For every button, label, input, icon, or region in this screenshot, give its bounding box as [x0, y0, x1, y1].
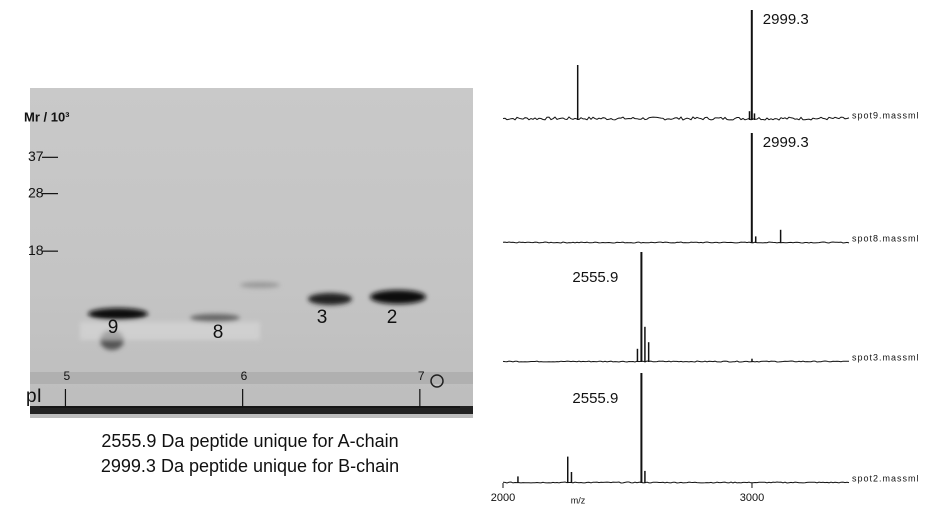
peak-label: 2999.3: [763, 11, 809, 28]
peak-label: 2555.9: [572, 390, 618, 407]
gel-image: [30, 88, 473, 418]
baseline-noise: [502, 241, 850, 244]
x-tick-label: 3000: [740, 492, 764, 504]
mr-tick-label: 28: [28, 184, 44, 200]
peak-label: 2999.3: [763, 134, 809, 151]
spectrum-name: spot9.massml: [852, 110, 920, 120]
gel-marker: [430, 374, 444, 388]
spectrum-name: spot2.massml: [852, 473, 920, 483]
pi-tick-label: 5: [63, 369, 70, 383]
spot-label: 9: [108, 317, 119, 338]
baseline-noise: [502, 360, 850, 363]
spot-label: 2: [387, 307, 398, 328]
mr-tick-label: 37: [28, 148, 44, 164]
mr-axis-label: Mr / 10³: [24, 109, 70, 124]
spot-label: 3: [317, 307, 328, 328]
spot-label: 8: [213, 322, 224, 343]
pi-axis-label: pI: [26, 386, 42, 407]
spectrum-name: spot8.massml: [852, 233, 920, 243]
caption: 2555.9 Da peptide unique for A-chain: [101, 431, 398, 451]
mr-tick-label: 18: [28, 242, 44, 258]
baseline-noise: [502, 116, 850, 121]
pi-tick-label: 6: [241, 369, 248, 383]
peak-label: 2555.9: [572, 269, 618, 286]
caption: 2999.3 Da peptide unique for B-chain: [101, 456, 399, 476]
baseline-noise: [502, 481, 850, 484]
x-tick-label: 2000: [491, 492, 515, 504]
x-axis-label: m/z: [571, 495, 586, 505]
pi-tick-label: 7: [418, 369, 425, 383]
spectrum-name: spot3.massml: [852, 352, 920, 362]
